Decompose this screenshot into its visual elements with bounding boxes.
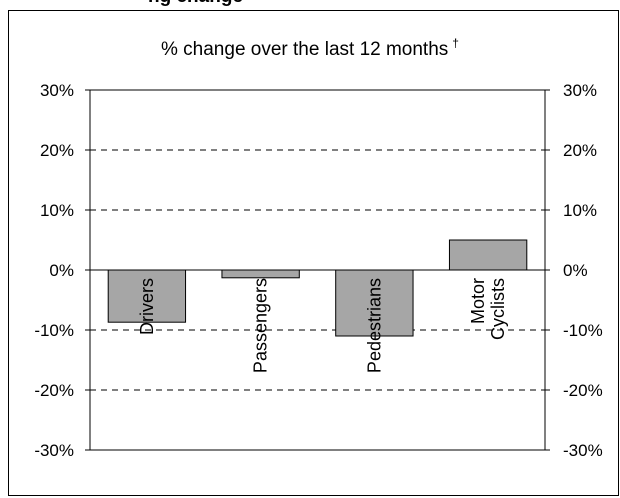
y-tick-label-right: -20% bbox=[563, 381, 603, 400]
y-tick-label-left: -20% bbox=[34, 381, 74, 400]
category-label: Drivers bbox=[137, 278, 157, 335]
y-tick-label-left: 0% bbox=[49, 261, 74, 280]
bar bbox=[221, 269, 300, 279]
y-tick-label-right: 30% bbox=[563, 81, 597, 100]
category-label: Cyclists bbox=[488, 278, 508, 340]
y-tick-label-left: -10% bbox=[34, 321, 74, 340]
bar bbox=[335, 269, 414, 337]
y-tick-label-right: -30% bbox=[563, 441, 603, 460]
bars bbox=[107, 239, 528, 337]
axes bbox=[85, 89, 550, 451]
category-label: Passengers bbox=[251, 278, 271, 373]
chart-title-superscript: † bbox=[452, 36, 459, 50]
y-tick-label-right: 0% bbox=[563, 261, 588, 280]
bar bbox=[448, 239, 528, 271]
y-tick-label-right: 10% bbox=[563, 201, 597, 220]
chart-title: % change over the last 12 months † bbox=[161, 36, 459, 60]
category-label: Motor bbox=[468, 278, 488, 324]
category-label: Pedestrians bbox=[364, 278, 384, 373]
y-tick-label-right: 20% bbox=[563, 141, 597, 160]
chart-frame bbox=[8, 10, 619, 496]
y-tick-label-left: 30% bbox=[40, 81, 74, 100]
y-tick-label-left: -30% bbox=[34, 441, 74, 460]
y-tick-label-left: 10% bbox=[40, 201, 74, 220]
y-tick-label-right: -10% bbox=[563, 321, 603, 340]
y-tick-label-left: 20% bbox=[40, 141, 74, 160]
cropped-heading-text: ng change bbox=[148, 0, 243, 8]
cropped-chart-heading: ng change bbox=[0, 0, 620, 9]
labels: 30% 30% 20% 20% 10% 10% 0% 0% -10% -10% -20% -20% -3… bbox=[34, 81, 602, 460]
chart-title-text: % change over the last 12 months bbox=[161, 39, 448, 60]
bar bbox=[107, 269, 187, 323]
